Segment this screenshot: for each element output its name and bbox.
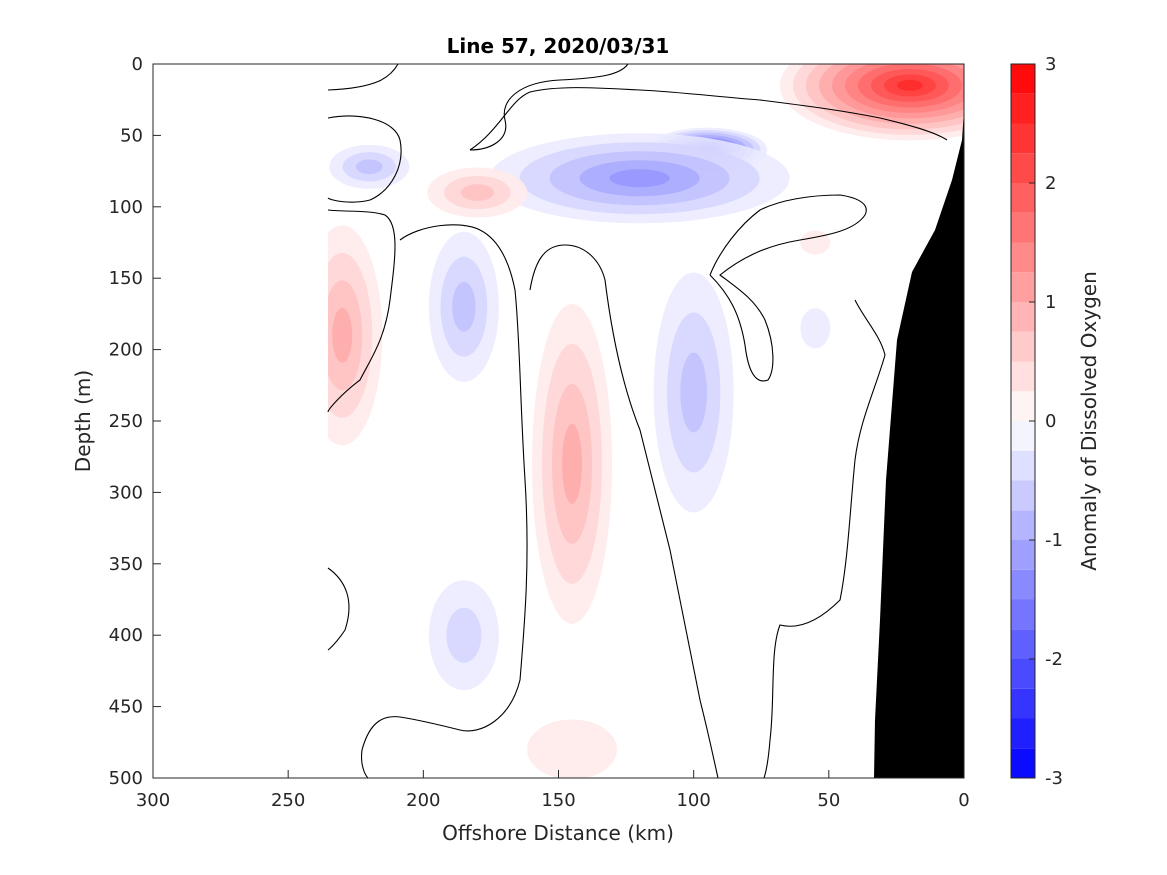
colorbar-swatch xyxy=(1011,659,1035,689)
x-axis-label: Offshore Distance (km) xyxy=(442,821,674,845)
surface-positive-anomaly xyxy=(779,64,964,141)
colorbar-swatch xyxy=(1011,212,1035,243)
colorbar-tick-label: 3 xyxy=(1045,54,1056,75)
zero-contour xyxy=(763,299,886,778)
chart-title: Line 57, 2020/03/31 xyxy=(447,34,670,58)
colorbar-swatch xyxy=(1011,391,1035,421)
colorbar-tick-label: 1 xyxy=(1045,292,1056,313)
colorbar-swatch xyxy=(1011,718,1035,749)
x-tick-label: 50 xyxy=(817,790,840,811)
negative-column xyxy=(428,231,499,382)
colorbar-swatch xyxy=(1011,510,1035,540)
colorbar-tick-label: 0 xyxy=(1045,411,1056,432)
x-axis: 300 250 200 150 100 50 0 xyxy=(136,770,970,811)
small-positive xyxy=(800,230,831,255)
y-tick-label: 200 xyxy=(109,340,143,361)
x-tick-label: 250 xyxy=(271,790,305,811)
x-tick-label: 300 xyxy=(136,790,170,811)
colorbar-swatch xyxy=(1011,93,1035,124)
colorbar-swatch xyxy=(1011,272,1035,302)
colorbar-tick-label: -2 xyxy=(1045,649,1063,670)
y-tick-label: 0 xyxy=(132,54,143,75)
zero-contour xyxy=(469,64,629,151)
zero-contours xyxy=(327,64,948,778)
y-tick-label: 350 xyxy=(109,554,143,575)
colorbar-swatch xyxy=(1011,569,1035,600)
y-tick-label: 500 xyxy=(109,768,143,789)
small-negative xyxy=(800,308,831,349)
y-tick-label: 100 xyxy=(109,197,143,218)
zero-contour xyxy=(709,194,867,382)
seafloor xyxy=(874,110,964,778)
negative-band xyxy=(489,133,790,224)
colorbar-swatch xyxy=(1011,153,1035,183)
y-axis: 0 50 100 150 200 250 300 350 400 450 500 xyxy=(109,54,161,789)
colorbar-swatch xyxy=(1011,599,1035,630)
colorbar-swatch xyxy=(1011,629,1035,659)
zero-contour xyxy=(327,64,399,91)
colorbar-swatch xyxy=(1011,183,1035,213)
colorbar-tick-label: -1 xyxy=(1045,530,1063,551)
positive-anomaly-100m xyxy=(427,167,528,218)
colorbar-swatch xyxy=(1011,421,1035,451)
deep-negative xyxy=(428,580,499,691)
colorbar-swatch xyxy=(1011,540,1035,570)
x-tick-label: 150 xyxy=(541,790,575,811)
positive-column-mid xyxy=(532,303,613,624)
x-tick-label: 200 xyxy=(406,790,440,811)
anomaly-field xyxy=(328,64,964,778)
zero-contour xyxy=(529,244,719,778)
colorbar-swatch xyxy=(1011,450,1035,481)
zero-contour xyxy=(327,115,402,203)
colorbar-swatch xyxy=(1011,331,1035,362)
negative-column-mid xyxy=(653,272,734,513)
deep-positive xyxy=(527,719,618,778)
colorbar-swatch xyxy=(1011,748,1035,778)
y-tick-label: 250 xyxy=(109,411,143,432)
colorbar: 3 2 1 0 -1 -2 -3 xyxy=(1010,54,1063,789)
plot-area xyxy=(152,63,965,779)
colorbar-swatch xyxy=(1011,123,1035,154)
x-tick-label: 0 xyxy=(958,790,969,811)
zero-contour xyxy=(327,567,350,651)
y-tick-label: 450 xyxy=(109,697,143,718)
colorbar-swatch xyxy=(1011,688,1035,719)
y-tick-label: 300 xyxy=(109,482,143,503)
y-tick-label: 150 xyxy=(109,268,143,289)
y-axis-label: Depth (m) xyxy=(71,370,95,472)
zero-contour xyxy=(327,209,396,413)
y-tick-label: 400 xyxy=(109,625,143,646)
shallow-negative-left xyxy=(329,144,410,189)
colorbar-label: Anomaly of Dissolved Oxygen xyxy=(1077,271,1101,571)
colorbar-tick-label: -3 xyxy=(1045,768,1063,789)
colorbar-swatch xyxy=(1011,361,1035,392)
colorbar-swatch xyxy=(1011,480,1035,511)
zero-contour xyxy=(361,224,528,778)
colorbar-swatch xyxy=(1011,64,1035,94)
y-tick-label: 50 xyxy=(120,125,143,146)
x-tick-label: 100 xyxy=(676,790,710,811)
colorbar-tick-label: 2 xyxy=(1045,173,1056,194)
colorbar-swatch xyxy=(1011,242,1035,273)
zero-contour xyxy=(469,87,948,151)
colorbar-swatch xyxy=(1011,302,1035,332)
